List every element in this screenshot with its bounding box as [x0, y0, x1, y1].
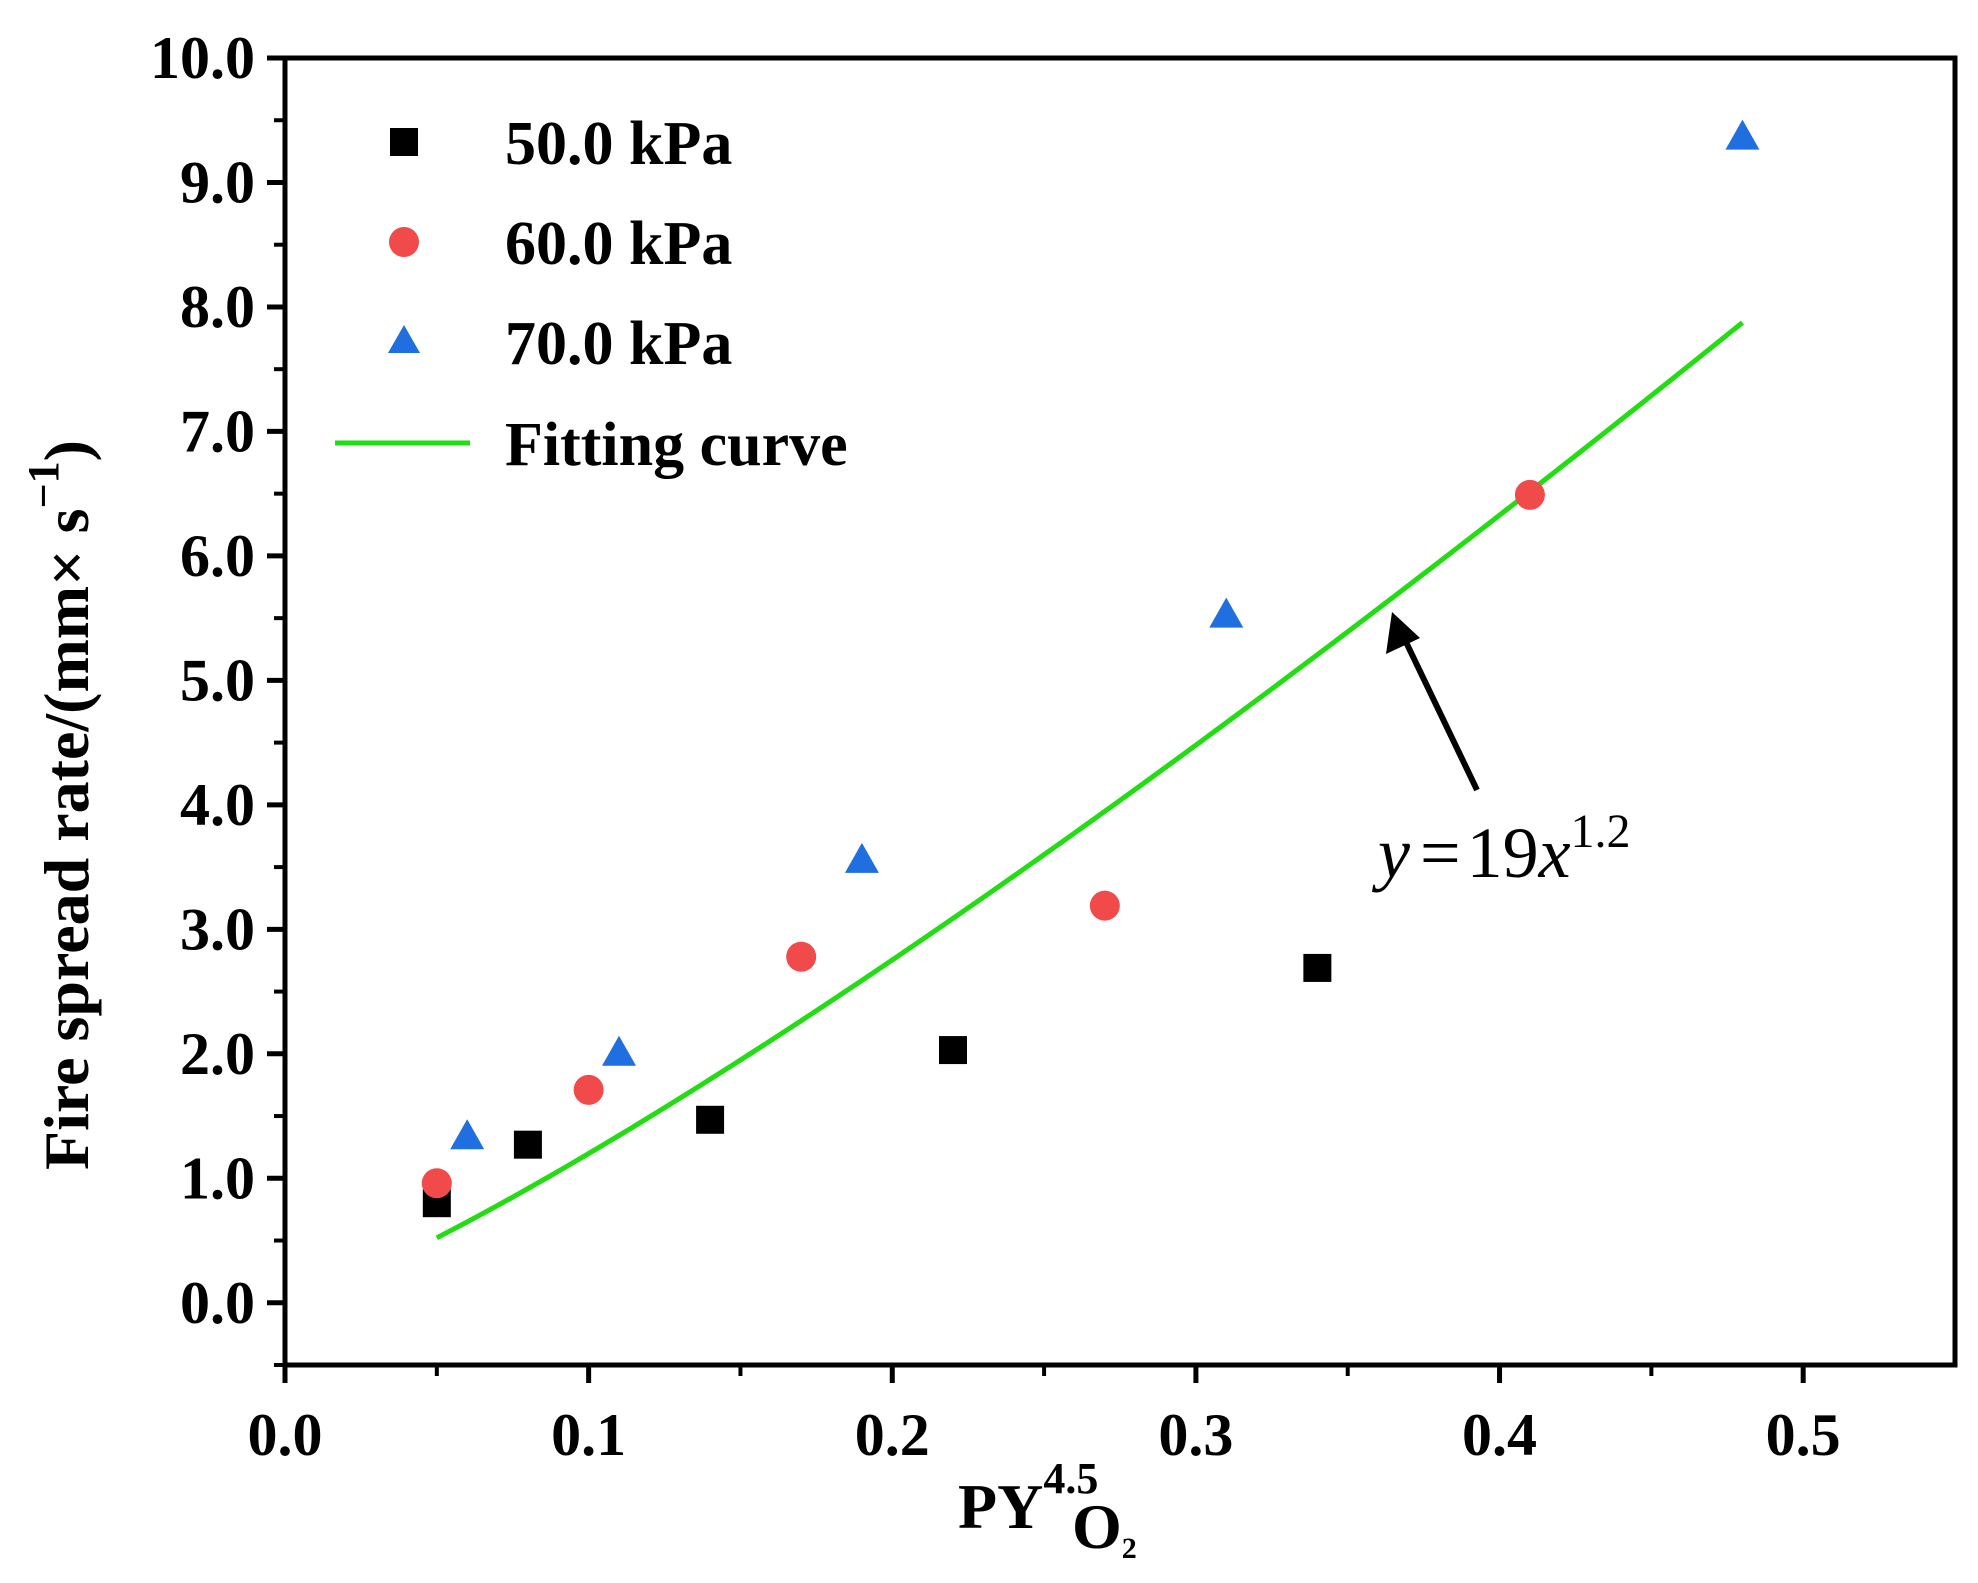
x-tick-label: 0.0: [248, 1402, 323, 1468]
legend-marker-60kpa: [389, 227, 419, 257]
legend-label-70kpa: 70.0 kPa: [505, 310, 732, 378]
y-axis-title-main: Fire spread rate/(mm× s: [31, 509, 102, 1171]
x-tick-label: 0.1: [551, 1402, 626, 1468]
data-point-70kpa: [1725, 119, 1760, 150]
fit-equation-y: y: [1371, 813, 1410, 893]
data-point-60kpa: [1514, 479, 1545, 510]
y-tick-label: 8.0: [180, 274, 255, 340]
y-tick-label: 6.0: [180, 523, 255, 589]
legend-label-fit: Fitting curve: [505, 411, 848, 479]
y-tick-label: 5.0: [180, 647, 255, 713]
x-axis-title: PY4.5: [958, 1454, 1098, 1542]
axis-tick-labels: 0.0 0.1 0.2 0.3 0.4 0.5 0.0 1.0 2.0 3.0 4.0 5.0 6.0 7…: [150, 25, 1841, 1468]
x-axis-title-subscript: O2: [1072, 1491, 1137, 1565]
plot-frame: [282, 55, 1958, 1368]
y-tick-label: 7.0: [180, 398, 255, 464]
fit-equation-equals: =: [1420, 813, 1461, 893]
y-axis-title-superscript: −1: [19, 461, 68, 508]
legend-label-60kpa: 60.0 kPa: [505, 210, 732, 278]
x-axis-title-subscript-o: O: [1072, 1491, 1122, 1562]
x-axis-title-subscript-2: 2: [1122, 1532, 1137, 1565]
x-tick-label: 0.3: [1158, 1402, 1233, 1468]
x-tick-label: 0.5: [1766, 1402, 1841, 1468]
data-point-50kpa: [939, 1036, 967, 1065]
x-axis-title-main: PY: [958, 1471, 1043, 1542]
y-tick-label: 4.0: [180, 772, 255, 838]
data-point-70kpa: [1209, 597, 1244, 628]
y-tick-label: 2.0: [180, 1021, 255, 1087]
y-tick-label: 10.0: [150, 25, 255, 91]
fit-equation: y =19x1.2: [1371, 805, 1631, 893]
data-point-50kpa: [696, 1105, 725, 1134]
legend-marker-50kpa: [390, 128, 418, 156]
x-tick-label: 0.4: [1462, 1402, 1537, 1468]
axis-ticks: [267, 55, 1806, 1383]
annotation-arrowhead: [1386, 612, 1420, 654]
y-tick-label: 0.0: [180, 1270, 255, 1336]
data-point-70kpa: [450, 1119, 485, 1150]
data-point-70kpa: [602, 1035, 636, 1066]
x-tick-label: 0.2: [855, 1402, 930, 1468]
annotation-arrow-line: [1402, 638, 1480, 792]
legend-marker-70kpa: [388, 325, 420, 353]
x-axis-title-superscript: 4.5: [1043, 1454, 1098, 1503]
y-axis-title-close: ): [31, 440, 102, 461]
data-point-60kpa: [1089, 890, 1120, 921]
y-tick-label: 9.0: [180, 149, 255, 215]
y-axis-title: Fire spread rate/(mm× s−1): [19, 440, 102, 1170]
legend-label-50kpa: 50.0 kPa: [505, 110, 732, 178]
data-point-60kpa: [421, 1168, 452, 1199]
data-point-50kpa: [513, 1130, 542, 1159]
fit-equation-x: x: [1538, 813, 1571, 893]
data-point-60kpa: [573, 1074, 604, 1105]
legend: 50.0 kPa 60.0 kPa 70.0 kPa Fitting curve: [335, 110, 848, 479]
data-point-70kpa: [844, 842, 879, 873]
data-markers: [421, 119, 1760, 1218]
data-point-50kpa: [1303, 953, 1332, 982]
data-point-60kpa: [786, 941, 817, 972]
y-tick-label: 3.0: [180, 896, 255, 962]
fit-equation-coef: 19: [1467, 813, 1539, 893]
y-tick-label: 1.0: [180, 1145, 255, 1211]
fit-equation-exponent: 1.2: [1571, 805, 1631, 858]
